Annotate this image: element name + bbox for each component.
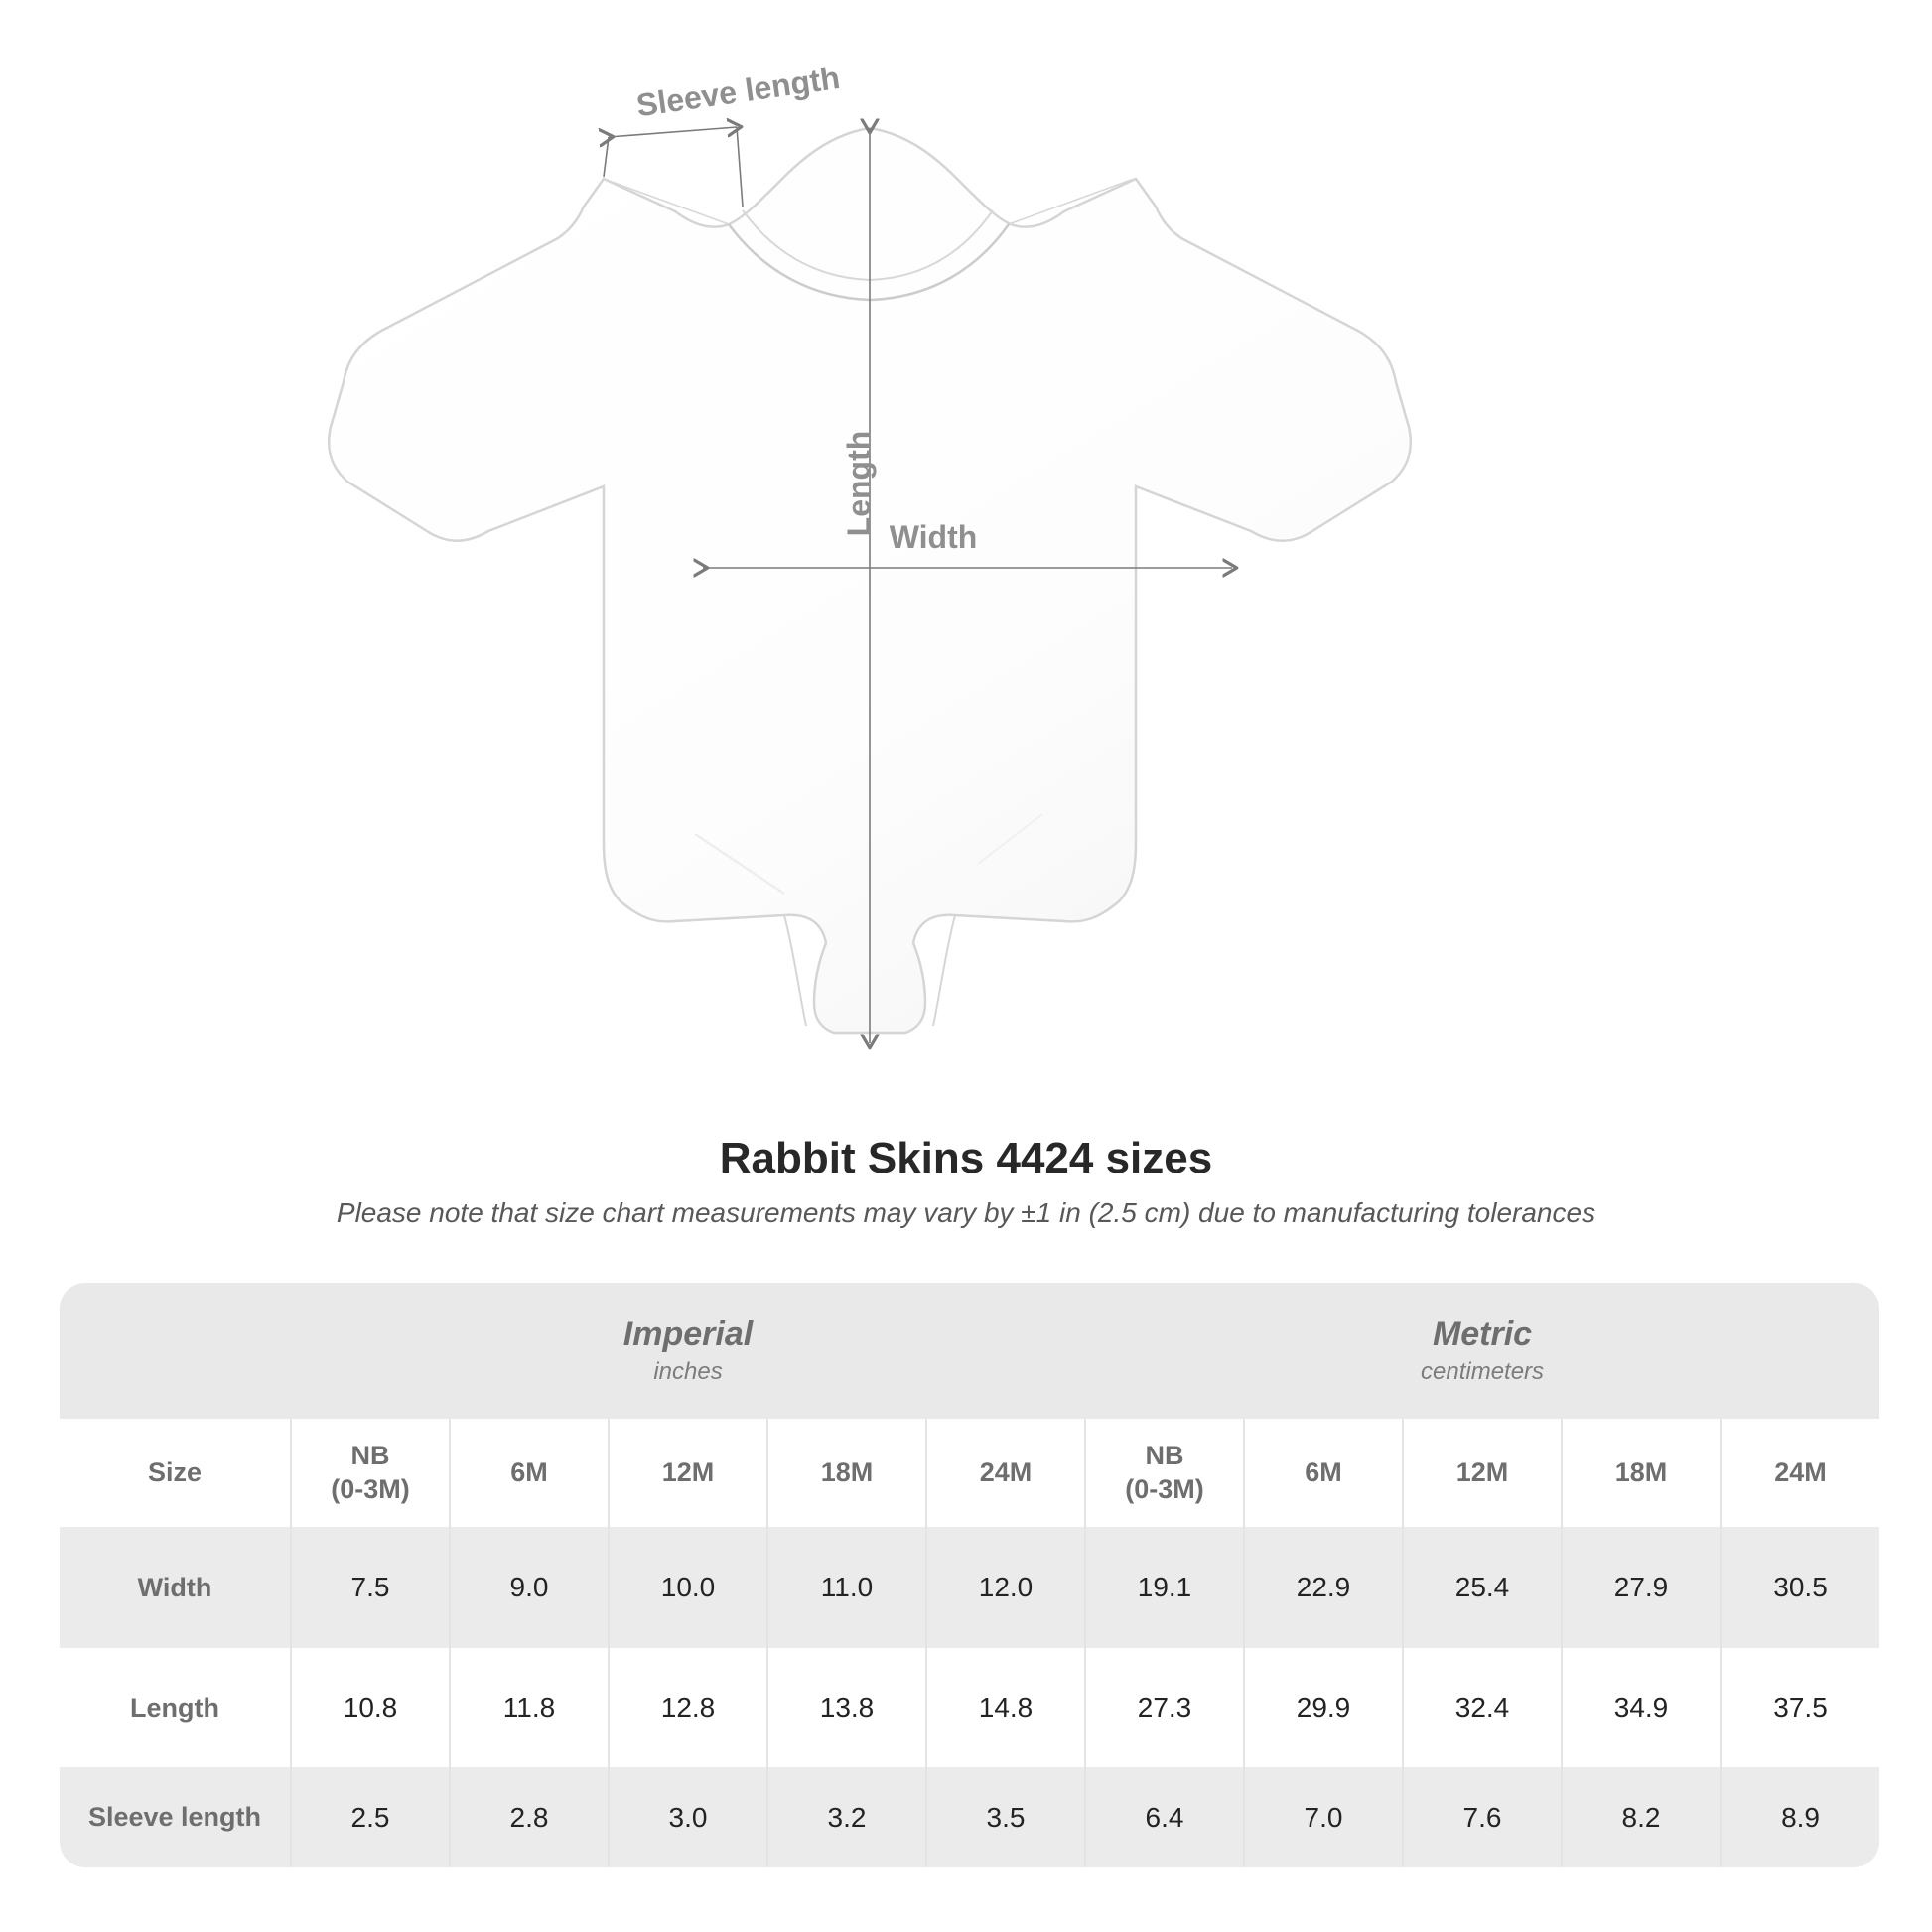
svg-text:Width: Width [890, 519, 978, 555]
svg-text:Sleeve length: Sleeve length [634, 60, 842, 123]
svg-text:Length: Length [841, 431, 877, 537]
